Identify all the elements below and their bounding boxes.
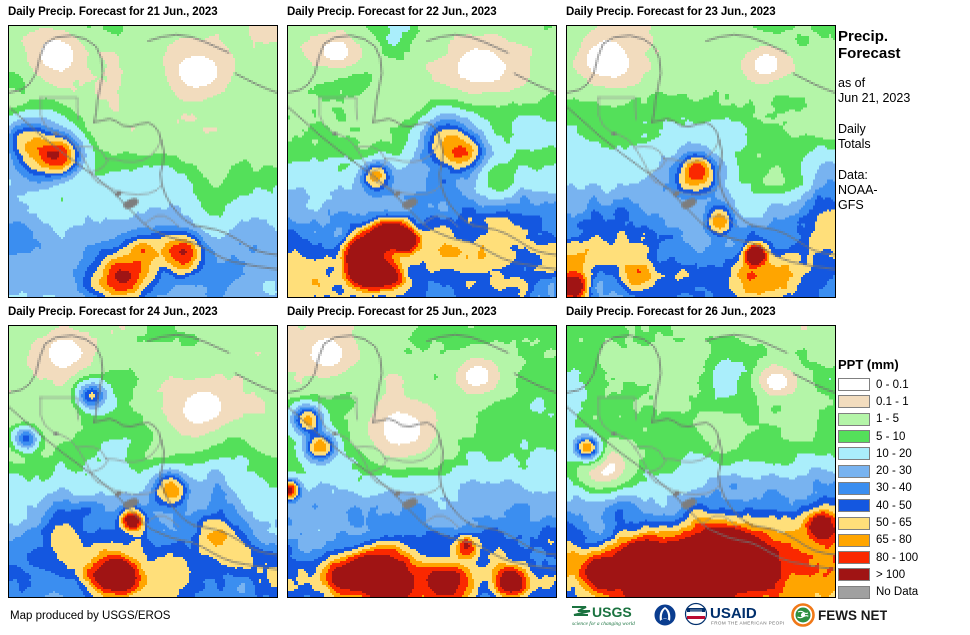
fewsnet-logo[interactable]: FEWS NET [791,601,887,629]
legend-label: 5 - 10 [876,430,906,443]
figure-title: Precip. Forecast [838,28,970,62]
legend-row: 10 - 20 [838,445,970,462]
svg-text:USGS: USGS [592,604,632,620]
legend-swatch [838,412,870,426]
legend-row: 65 - 80 [838,532,970,549]
period-line1: Daily [838,122,866,136]
partner-logos: USGS science for a changing world USAID … [570,600,887,630]
as-of-date: Jun 21, 2023 [838,91,911,105]
legend-rows: 0 - 0.1 0.1 - 1 1 - 5 5 - 10 10 - 20 20 - 30 3… [838,376,970,601]
figure-title-line2: Forecast [838,45,901,62]
svg-text:FEWS NET: FEWS NET [818,608,887,623]
figure-info-column: Precip. Forecast as of Jun 21, 2023 Dail… [838,28,970,213]
as-of-block: as of Jun 21, 2023 [838,76,970,106]
panel-map-1[interactable] [8,25,278,298]
legend-row: 0.1 - 1 [838,393,970,410]
legend-swatch [838,395,870,409]
legend-swatch [838,533,870,547]
legend-swatch [838,585,870,599]
period-line2: Totals [838,137,871,151]
panel-map-3[interactable] [566,25,836,298]
panel-title-6: Daily Precip. Forecast for 26 Jun., 2023 [566,306,776,318]
panel-title-3: Daily Precip. Forecast for 23 Jun., 2023 [566,6,776,18]
figure-title-line1: Precip. [838,28,889,45]
panel-map-4[interactable] [8,325,278,598]
legend-row: 40 - 50 [838,497,970,514]
legend-label: 0.1 - 1 [876,395,909,408]
legend-row: 80 - 100 [838,549,970,566]
svg-text:science for a changing world: science for a changing world [572,620,635,627]
panel-title-2: Daily Precip. Forecast for 22 Jun., 2023 [287,6,497,18]
usgs-logo[interactable]: USGS science for a changing world [570,601,646,629]
legend-label: 80 - 100 [876,551,919,564]
legend-row: 20 - 30 [838,462,970,479]
legend-row: No Data [838,584,970,601]
legend-swatch [838,551,870,565]
legend-row: 30 - 40 [838,480,970,497]
legend-label: 50 - 65 [876,517,912,530]
svg-text:FROM THE AMERICAN PEOPLE: FROM THE AMERICAN PEOPLE [711,621,784,626]
legend-label: 0 - 0.1 [876,378,909,391]
noaa-logo[interactable] [653,601,677,629]
legend-swatch [838,516,870,530]
legend-swatch [838,447,870,461]
legend-title: PPT (mm) [838,357,899,372]
legend-row: 1 - 5 [838,411,970,428]
panel-map-2[interactable] [287,25,557,298]
panel-map-5[interactable] [287,325,557,598]
legend-row: > 100 [838,566,970,583]
data-source-name2: GFS [838,198,864,212]
period-block: Daily Totals [838,122,970,152]
legend-row: 5 - 10 [838,428,970,445]
legend-swatch [838,378,870,392]
legend-row: 0 - 0.1 [838,376,970,393]
data-source-label: Data: [838,168,868,182]
legend-label: 20 - 30 [876,465,912,478]
legend: PPT (mm) 0 - 0.1 0.1 - 1 1 - 5 5 - 10 10 - 2… [838,357,970,601]
data-source-block: Data: NOAA- GFS [838,168,970,213]
legend-label: 40 - 50 [876,499,912,512]
as-of-label: as of [838,76,866,90]
panel-title-4: Daily Precip. Forecast for 24 Jun., 2023 [8,306,218,318]
legend-swatch [838,430,870,444]
legend-swatch [838,464,870,478]
legend-swatch [838,499,870,513]
legend-label: No Data [876,586,919,599]
legend-label: > 100 [876,568,906,581]
legend-label: 10 - 20 [876,447,912,460]
map-credit: Map produced by USGS/EROS [10,610,171,622]
panel-title-5: Daily Precip. Forecast for 25 Jun., 2023 [287,306,497,318]
panel-map-6[interactable] [566,325,836,598]
legend-label: 65 - 80 [876,534,912,547]
legend-swatch [838,481,870,495]
legend-label: 1 - 5 [876,413,900,426]
svg-text:USAID: USAID [710,605,757,622]
data-source-name1: NOAA- [838,183,878,197]
legend-label: 30 - 40 [876,482,912,495]
legend-row: 50 - 65 [838,514,970,531]
panel-title-1: Daily Precip. Forecast for 21 Jun., 2023 [8,6,218,18]
usaid-logo[interactable]: USAID FROM THE AMERICAN PEOPLE [684,601,784,629]
legend-swatch [838,568,870,582]
